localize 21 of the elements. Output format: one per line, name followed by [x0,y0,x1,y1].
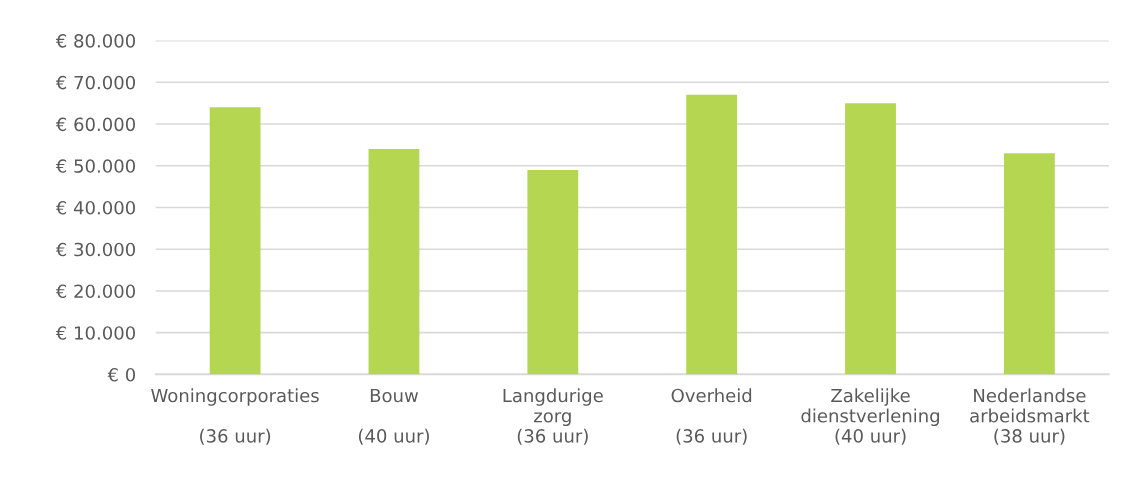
bar [1003,153,1055,375]
y-tick-label: € 0 [107,367,136,382]
category-label: Bouw (40 uur) [358,388,429,445]
y-tick-label: € 30.000 [55,242,136,257]
y-tick-label: € 60.000 [55,117,136,132]
category-label: Woningcorporaties (36 uur) [151,388,319,445]
x-tick-label: Nederlandse arbeidsmarkt (38 uur) [970,388,1090,445]
y-tick-label: € 70.000 [55,75,136,90]
x-tick-label: Zakelijke dienstverlening (40 uur) [801,388,939,445]
y-tick-label: € 80.000 [55,34,136,48]
x-tick-label: Langdurige zorg (36 uur) [503,388,603,445]
y-tick-label: € 40.000 [55,200,136,215]
category-label: Overheid (36 uur) [671,388,752,445]
bar [527,169,579,375]
y-tick-label: € 10.000 [55,326,136,340]
bar [209,107,261,375]
y-tick-label: € 20.000 [55,284,136,299]
bar [845,103,896,375]
y-tick-label: € 50.000 [55,159,136,173]
bar [368,149,420,375]
bar [686,94,738,375]
